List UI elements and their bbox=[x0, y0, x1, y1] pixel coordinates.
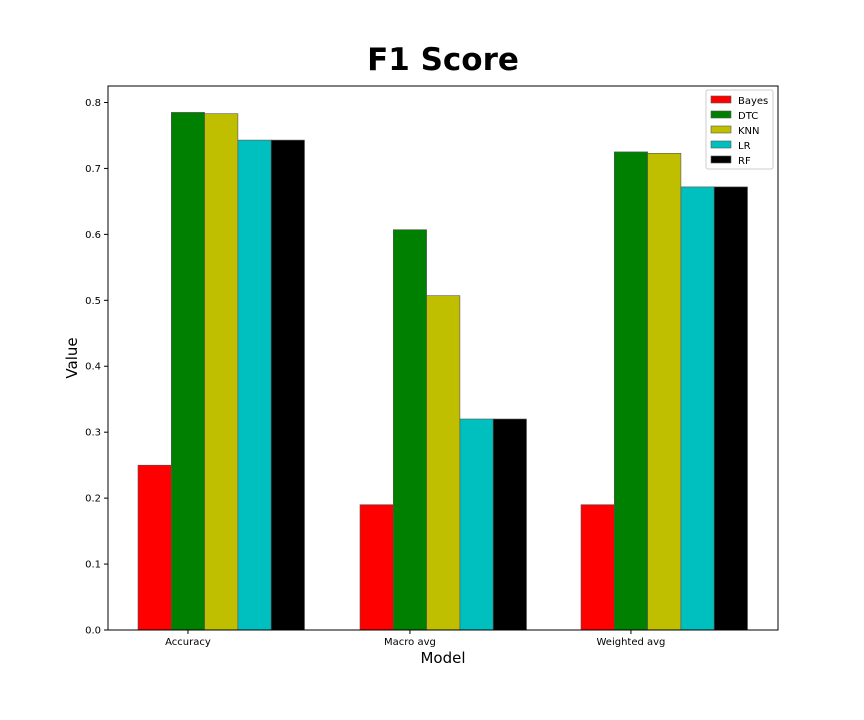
x-tick-label: Accuracy bbox=[165, 637, 211, 648]
bar-rf-weighted-avg bbox=[713, 186, 748, 631]
y-tick-label: 0.8 bbox=[85, 98, 101, 109]
bar-rf-accuracy bbox=[270, 139, 305, 631]
y-tick-label: 0.6 bbox=[85, 230, 101, 241]
y-axis-label: Value bbox=[63, 337, 81, 378]
legend-label-rf: RF bbox=[738, 156, 751, 167]
y-axis: 0.0 0.1 0.2 0.3 0.4 0.5 0.6 0.7 0.8 bbox=[85, 98, 108, 637]
x-tick-label: Weighted avg bbox=[596, 637, 665, 648]
legend-swatch-dtc bbox=[710, 110, 732, 119]
bar-rf-macro-avg bbox=[492, 418, 527, 631]
legend-box bbox=[705, 89, 774, 170]
legend-swatch-knn bbox=[710, 125, 732, 134]
y-tick-label: 0.0 bbox=[85, 626, 101, 637]
legend-swatch-bayes bbox=[710, 95, 732, 104]
y-tick-label: 0.4 bbox=[85, 362, 101, 373]
x-axis-label: Model bbox=[420, 649, 465, 667]
chart-title: F1 Score bbox=[367, 42, 519, 78]
legend-label-dtc: DTC bbox=[738, 111, 758, 122]
bar-lr-accuracy bbox=[237, 139, 272, 631]
bar-knn-macro-avg bbox=[426, 295, 461, 631]
bar-bayes-accuracy bbox=[137, 464, 172, 631]
bar-knn-accuracy bbox=[204, 113, 239, 631]
y-tick-label: 0.5 bbox=[85, 296, 101, 307]
bar-dtc-weighted-avg bbox=[613, 151, 648, 631]
bars-group bbox=[137, 112, 748, 631]
bar-knn-weighted-avg bbox=[647, 153, 682, 631]
plot-frame bbox=[107, 85, 779, 631]
legend-swatch-lr bbox=[710, 140, 732, 149]
bar-dtc-accuracy bbox=[171, 112, 205, 631]
legend-swatch-rf bbox=[710, 155, 732, 164]
bar-lr-macro-avg bbox=[459, 418, 494, 631]
legend: Bayes DTC KNN LR RF bbox=[705, 89, 774, 170]
x-axis: Accuracy Macro avg Weighted avg bbox=[165, 630, 665, 648]
x-tick-label: Macro avg bbox=[384, 637, 436, 648]
legend-label-knn: KNN bbox=[738, 126, 760, 137]
bar-bayes-macro-avg bbox=[359, 504, 394, 631]
bar-lr-weighted-avg bbox=[680, 186, 715, 631]
y-tick-label: 0.3 bbox=[85, 428, 101, 439]
legend-label-bayes: Bayes bbox=[738, 96, 768, 107]
y-tick-label: 0.7 bbox=[85, 164, 101, 175]
legend-label-lr: LR bbox=[738, 141, 751, 152]
y-tick-label: 0.1 bbox=[85, 560, 101, 571]
bar-bayes-weighted-avg bbox=[580, 504, 615, 631]
y-tick-label: 0.2 bbox=[85, 494, 101, 505]
bar-dtc-macro-avg bbox=[392, 229, 427, 631]
